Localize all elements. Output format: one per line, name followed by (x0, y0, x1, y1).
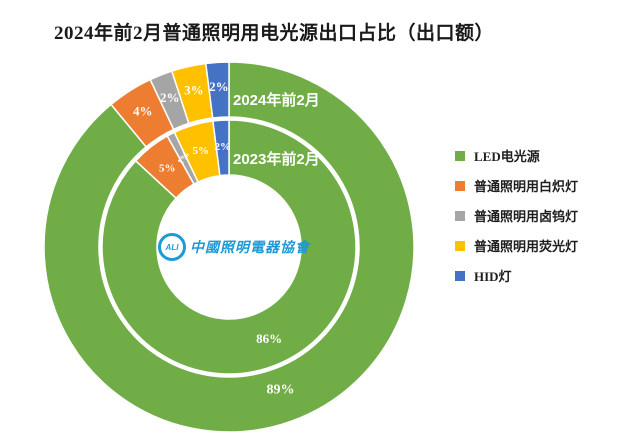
legend-label: 普通照明用白炽灯 (474, 179, 579, 194)
legend-swatch-led-icon (455, 150, 465, 161)
legend-label: HID灯 (474, 269, 512, 284)
slice-label-2023年前2月-3: 5% (193, 145, 210, 157)
slice-label-2024年前2月-3: 3% (184, 82, 204, 97)
watermark: ALI 中國照明電器協會 (158, 233, 310, 261)
legend-item-incandescent: 普通照明用白炽灯 (455, 177, 578, 194)
ring-name-label-2024年前2月: 2024年前2月 (233, 91, 320, 109)
legend-swatch-fluorescent-icon (455, 240, 465, 251)
legend: LED电光源 普通照明用白炽灯 普通照明用卤钨灯 普通照明用荧光灯 HID灯 (455, 147, 578, 284)
chart-title: 2024年前2月普通照明用电光源出口占比（出口额） (54, 23, 495, 44)
ring-2024年前2月: 89% 4% 2% 3% 2% 2024年前2月 (43, 61, 415, 433)
legend-item-hid: HID灯 (455, 267, 578, 284)
slice-label-2023年前2月-4: 2% (214, 141, 231, 153)
slice-2024年前2月-4 (204, 61, 230, 119)
slice-label-2024年前2月-4: 2% (209, 79, 229, 94)
legend-swatch-hid-icon (455, 270, 465, 281)
ring-2023年前2月: 86%5%1% 5% 2%2023年前2月 (101, 119, 357, 375)
legend-swatch-halogen-icon (455, 210, 465, 221)
ring-name-label-2023年前2月: 2023年前2月 (233, 150, 320, 168)
slice-label-2023年前2月-1: 5% (159, 162, 176, 174)
slice-label-2024年前2月-0: 89% (267, 383, 295, 398)
slice-label-2024年前2月-2: 2% (160, 90, 180, 105)
legend-label: 普通照明用卤钨灯 (474, 209, 579, 224)
legend-item-led: LED电光源 (455, 147, 578, 164)
legend-item-halogen-tungsten: 普通照明用卤钨灯 (455, 207, 578, 224)
slice-2023年前2月-4 (212, 119, 230, 177)
watermark-text: 中國照明電器協會 (190, 241, 310, 256)
legend-label: LED电光源 (474, 149, 540, 164)
legend-item-fluorescent: 普通照明用荧光灯 (455, 237, 578, 254)
cali-logo-icon: ALI (158, 233, 186, 261)
slice-label-2024年前2月-1: 4% (133, 104, 153, 119)
legend-label: 普通照明用荧光灯 (474, 239, 579, 254)
slice-2024年前2月-0 (43, 61, 415, 433)
slice-label-2023年前2月-0: 86% (256, 331, 282, 346)
slice-2023年前2月-0 (101, 119, 357, 375)
legend-swatch-incandescent-icon (455, 180, 465, 191)
